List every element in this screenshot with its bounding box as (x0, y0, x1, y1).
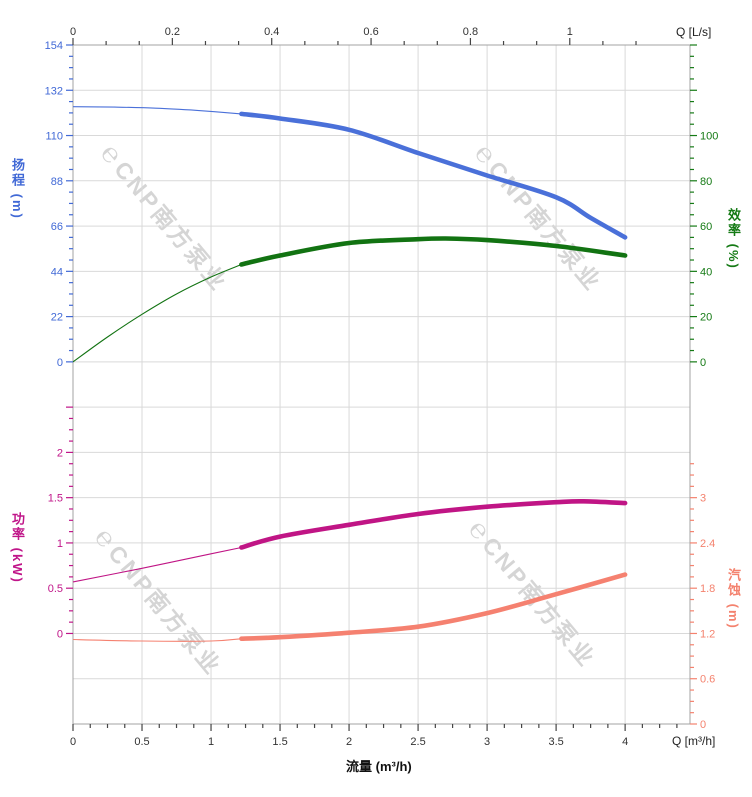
y-tick-label-head: 44 (51, 266, 63, 278)
y-axis-title-npsh: 汽蚀 (m) (726, 568, 741, 630)
y-tick-label-power: 1 (57, 538, 63, 550)
y-tick-label-npsh: 1.2 (700, 628, 715, 640)
y-tick-label-eff: 20 (700, 312, 712, 324)
x-axis-unit-top: Q [L/s] (676, 25, 712, 39)
y-tick-label-head: 132 (45, 85, 63, 97)
y-tick-label-eff: 60 (700, 221, 712, 233)
y-tick-label-head: 88 (51, 176, 63, 188)
curve-npsh-thin (72, 638, 242, 642)
curve-head-thin (72, 106, 242, 115)
curve-eff-thin (72, 263, 242, 363)
y-tick-label-power: 0.5 (48, 583, 63, 595)
x-top-tick-label: 1 (567, 26, 573, 38)
curve-eff-rated (239, 236, 628, 267)
x-bottom-tick-label: 1 (208, 736, 214, 748)
curve-power-rated (239, 498, 628, 550)
y-tick-label-head: 0 (57, 357, 63, 369)
y-tick-label-eff: 80 (700, 176, 712, 188)
y-tick-label-npsh: 3 (700, 493, 706, 505)
x-axis-title: 流量 (m³/h) (346, 759, 412, 774)
plot-border (72, 44, 691, 725)
curve-head-rated (239, 111, 628, 240)
x-bottom-tick-label: 2 (346, 736, 352, 748)
y-axis-title-power: 功率 (kW) (10, 512, 25, 584)
y-tick-label-eff: 100 (700, 131, 718, 143)
x-axis-unit-bottom: Q [m³/h] (672, 734, 716, 748)
y-tick-label-head: 22 (51, 312, 63, 324)
curve-npsh-rated (239, 572, 628, 641)
y-axis-title-efficiency: 效率 (%) (726, 208, 741, 270)
y-tick-label-npsh: 0.6 (700, 674, 715, 686)
y-tick-label-eff: 0 (700, 357, 706, 369)
curve-power-thin (72, 546, 242, 583)
x-bottom-tick-label: 0 (70, 736, 76, 748)
y-tick-label-npsh: 2.4 (700, 538, 715, 550)
x-top-tick-label: 0.4 (264, 26, 279, 38)
x-top-tick-label: 0.6 (363, 26, 378, 38)
x-top-tick-label: 0.2 (165, 26, 180, 38)
x-bottom-tick-label: 4 (622, 736, 628, 748)
x-top-tick-label: 0.8 (463, 26, 478, 38)
y-tick-label-head: 110 (45, 131, 63, 143)
y-tick-label-head: 66 (51, 221, 63, 233)
y-tick-label-power: 1.5 (48, 493, 63, 505)
x-bottom-tick-label: 1.5 (272, 736, 287, 748)
x-bottom-tick-label: 0.5 (134, 736, 149, 748)
y-tick-label-power: 0 (57, 628, 63, 640)
y-tick-label-head: 154 (45, 40, 63, 52)
x-bottom-tick-label: 3 (484, 736, 490, 748)
x-top-tick-label: 0 (70, 26, 76, 38)
x-bottom-tick-label: 3.5 (548, 736, 563, 748)
y-tick-label-npsh: 1.8 (700, 583, 715, 595)
x-bottom-tick-label: 2.5 (410, 736, 425, 748)
y-tick-label-power: 2 (57, 447, 63, 459)
y-axis-title-head: 扬程 (m) (10, 158, 25, 220)
y-tick-label-eff: 40 (700, 266, 712, 278)
y-tick-label-npsh: 0 (700, 719, 706, 731)
